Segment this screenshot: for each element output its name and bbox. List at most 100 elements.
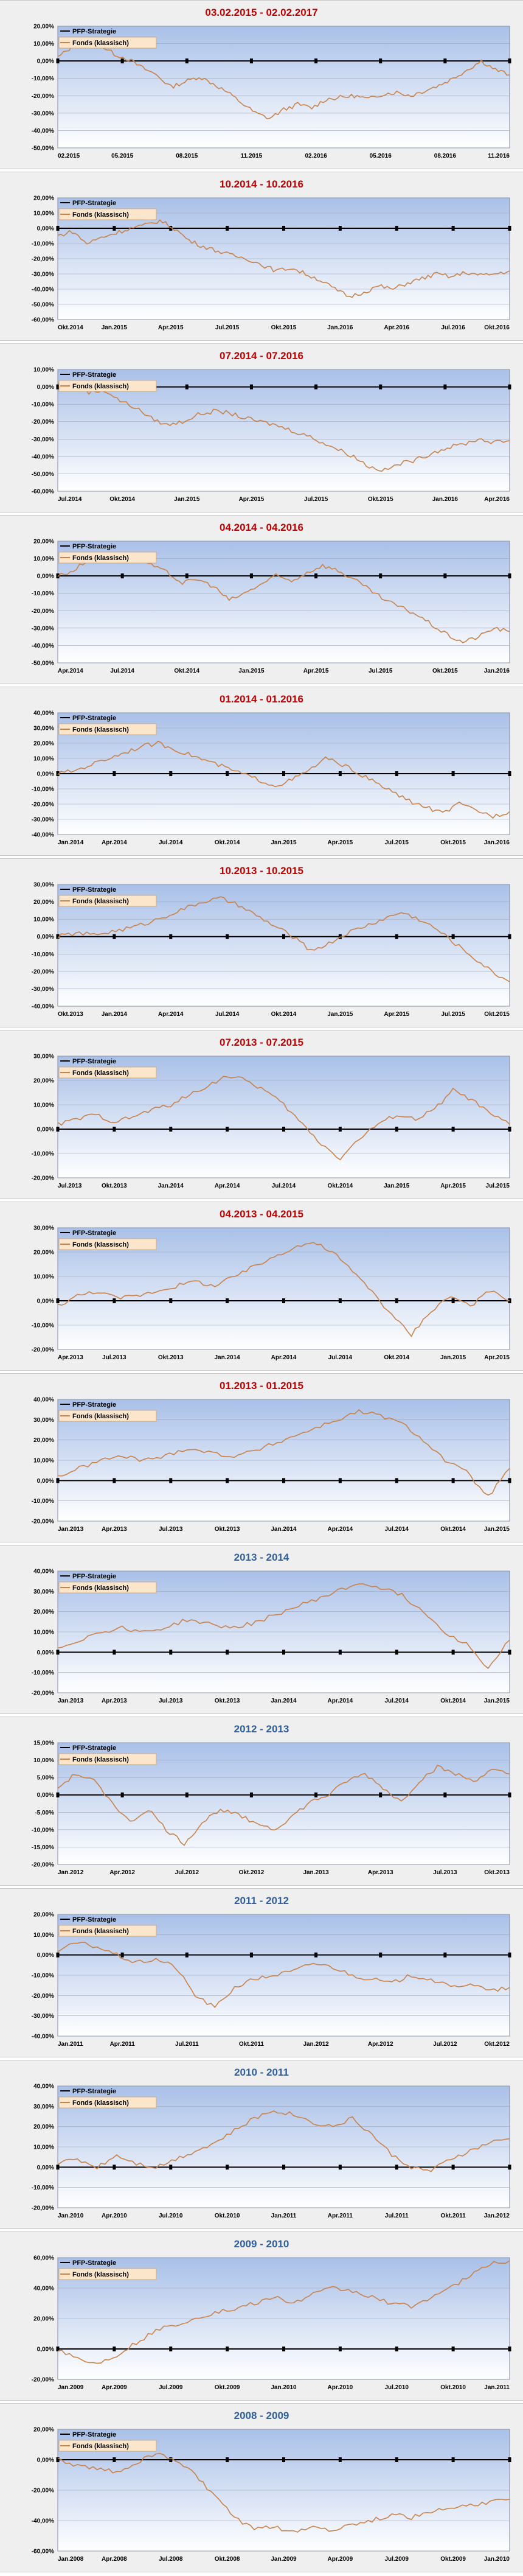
strategy-marker: [395, 1298, 398, 1303]
legend: PFP-Strategie Fonds (klassisch): [58, 2431, 157, 2452]
legend-label-strategy: PFP-Strategie: [72, 1745, 116, 1752]
x-tick-label: Jul.2015: [486, 1183, 510, 1189]
x-tick-label: Jan.2015: [102, 324, 128, 331]
x-tick-label: Okt.2013: [158, 1354, 184, 1361]
x-tick-label: Okt.2014: [215, 839, 240, 846]
y-tick-label: 60,00%: [33, 2255, 54, 2262]
x-tick-label: Apr.2013: [102, 1526, 127, 1533]
series-fund-line: [57, 2110, 510, 2172]
x-tick-label: Apr.2012: [368, 2041, 393, 2048]
y-tick-label: -60,00%: [32, 317, 54, 324]
x-tick-label: Apr.2014: [328, 1698, 353, 1704]
y-tick-label: -20,00%: [32, 1993, 54, 2000]
y-tick-label: -10,00%: [32, 2185, 54, 2191]
series-fund-line: [57, 896, 510, 982]
legend: PFP-Strategie Fonds (klassisch): [58, 1058, 157, 1079]
y-tick-label: 0,00%: [37, 1478, 54, 1485]
strategy-marker: [379, 573, 383, 579]
chart-title: 2011 - 2012: [234, 1895, 289, 1906]
x-tick-label: Jan.2016: [484, 839, 510, 846]
y-tick-label: 0,00%: [37, 384, 54, 391]
strategy-marker: [56, 2165, 60, 2170]
y-tick-label: 20,00%: [33, 539, 54, 545]
strategy-marker: [185, 384, 189, 390]
x-tick-label: Jan.2008: [58, 2556, 84, 2563]
y-tick-label: 30,00%: [33, 1589, 54, 1595]
line-chart: 20,00% 0,00% -20,00% -40,00% -60,00% Jan.2008…: [32, 2427, 511, 2563]
y-tick-label: -20,00%: [32, 1175, 54, 1182]
x-tick-label: Apr.2015: [440, 1183, 466, 1189]
y-tick-label: -40,00%: [32, 643, 54, 649]
x-tick-label: Apr.2012: [109, 1869, 135, 1876]
strategy-marker: [56, 1792, 60, 1797]
x-tick-label: Jan.2014: [214, 1354, 240, 1361]
strategy-marker: [113, 2165, 116, 2170]
y-tick-label: 20,00%: [33, 195, 54, 202]
chart-title: 07.2013 - 07.2015: [219, 1037, 303, 1048]
strategy-marker: [249, 1952, 253, 1958]
y-tick-label: 0,00%: [37, 2347, 54, 2353]
x-tick-label: Okt.2014: [328, 1183, 353, 1189]
x-tick-label: Jul.2014: [215, 1011, 240, 1018]
strategy-marker: [120, 1952, 124, 1958]
y-tick-label: 0,00%: [37, 771, 54, 778]
legend-fund-box: [58, 380, 157, 392]
x-tick-label: Jan.2009: [271, 2556, 297, 2563]
strategy-marker: [395, 1127, 398, 1132]
y-tick-label: 0,00%: [37, 2457, 54, 2464]
x-tick-label: Jan.2015: [271, 839, 297, 846]
y-tick-label: 0,00%: [37, 934, 54, 940]
legend-fund-box: [58, 1581, 157, 1594]
x-tick-label: Apr.2015: [303, 668, 329, 674]
strategy-marker: [338, 2347, 342, 2351]
x-tick-label: Jul.2011: [175, 2041, 199, 2048]
x-tick-label: Jul.2015: [369, 668, 393, 674]
legend: PFP-Strategie Fonds (klassisch): [58, 1401, 157, 1422]
y-tick-label: -20,00%: [32, 1519, 54, 1525]
strategy-marker: [508, 2347, 511, 2351]
y-tick-label: 10,00%: [33, 1458, 54, 1465]
chart-title: 07.2014 - 07.2016: [219, 350, 303, 362]
series-fund-line: [57, 1765, 510, 1846]
x-tick-label: Jul.2014: [159, 839, 183, 846]
series-fund-line: [57, 1409, 510, 1496]
y-tick-label: 0,00%: [37, 1792, 54, 1799]
y-tick-label: 10,00%: [33, 756, 54, 763]
x-tick-label: Okt.2015: [484, 1011, 510, 1018]
line-chart: 40,00% 30,00% 20,00% 10,00% 0,00% -10,00% -20,…: [32, 2084, 511, 2219]
legend-label-strategy: PFP-Strategie: [72, 2088, 116, 2095]
y-tick-label: -10,00%: [32, 951, 54, 958]
x-tick-label: Jul.2013: [159, 1698, 183, 1704]
y-tick-label: 0,00%: [37, 2165, 54, 2171]
y-tick-label: -30,00%: [32, 986, 54, 993]
strategy-marker: [395, 1478, 398, 1483]
chart-panel: 2013 - 2014 40,00% 30,00% 20,00% 10,00% 0,00%…: [0, 1545, 523, 1714]
x-tick-label: Okt.2012: [239, 1869, 265, 1876]
x-tick-label: Okt.2009: [440, 2556, 466, 2563]
strategy-marker: [508, 934, 511, 939]
x-tick-label: Jan.2011: [271, 2213, 297, 2219]
legend: PFP-Strategie Fonds (klassisch): [58, 715, 157, 735]
x-tick-label: Okt.2014: [271, 1011, 297, 1018]
x-tick-label: 11.2015: [241, 153, 263, 159]
series-fund-line: [57, 1942, 510, 2009]
legend-label-fund: Fonds (klassisch): [72, 1241, 129, 1248]
y-tick-label: -50,00%: [32, 471, 54, 478]
x-tick-label: Jan.2013: [58, 1526, 84, 1533]
x-tick-label: Jul.2013: [433, 1869, 457, 1876]
x-tick-label: Okt.2012: [484, 2041, 510, 2048]
x-tick-label: Okt.2010: [440, 2384, 466, 2391]
x-tick-label: Okt.2014: [384, 1354, 409, 1361]
y-tick-label: -10,00%: [32, 1827, 54, 1833]
y-tick-label: 40,00%: [33, 1397, 54, 1404]
y-tick-label: -10,00%: [32, 1323, 54, 1329]
x-tick-label: Jul.2014: [328, 1354, 353, 1361]
x-tick-label: Jan.2013: [303, 1869, 329, 1876]
y-tick-label: 20,00%: [33, 2427, 54, 2434]
x-tick-label: Jul.2009: [385, 2556, 409, 2563]
legend-fund-box: [58, 895, 157, 907]
x-tick-label: Jan.2015: [384, 1183, 410, 1189]
strategy-marker: [169, 2165, 173, 2170]
legend-label-fund: Fonds (klassisch): [72, 1584, 129, 1592]
series-fund-line: [57, 1076, 510, 1161]
